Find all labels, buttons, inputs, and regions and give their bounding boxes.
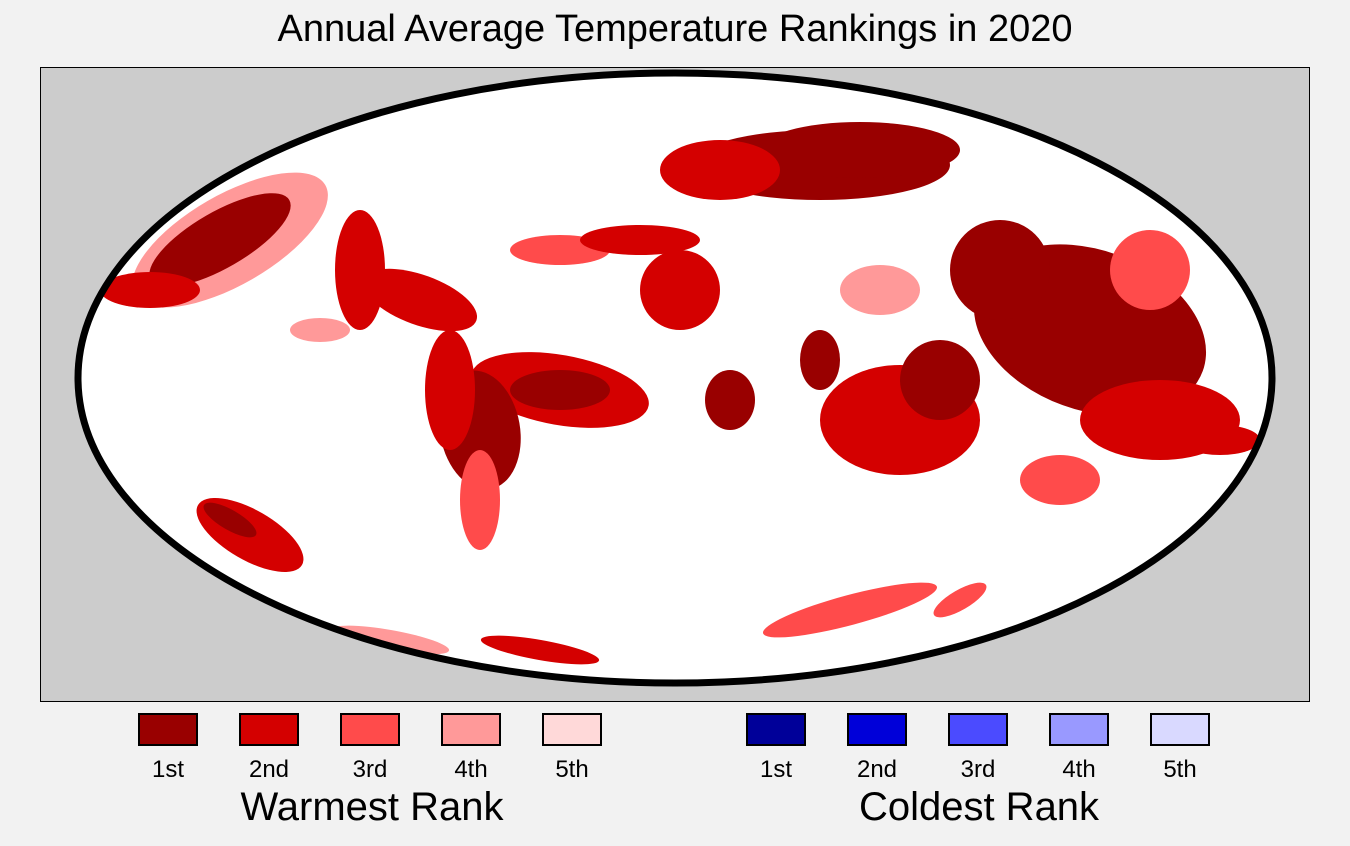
warm-anomaly-region (362, 268, 478, 332)
warm-anomaly-region (660, 140, 780, 200)
coldest-label: 3rd (960, 756, 996, 783)
warmest-swatch-2nd (239, 713, 299, 746)
coldest-label: 5th (1163, 756, 1197, 783)
coldest-swatch-3rd (948, 713, 1008, 746)
warm-anomaly-region (1020, 455, 1100, 505)
warm-anomaly-region (330, 625, 450, 655)
warmest-label: 1st (151, 756, 184, 783)
warm-anomaly-region (100, 272, 200, 308)
warmest-label: 5th (555, 756, 589, 783)
warm-anomaly-region (933, 582, 987, 618)
warmest-swatch-1st (138, 713, 198, 746)
globe-outline (74, 69, 1276, 687)
warm-anomaly-region (1110, 230, 1190, 310)
coldest-swatch-2nd (847, 713, 907, 746)
warm-anomaly-region (640, 250, 720, 330)
warm-anomaly-region (705, 370, 755, 430)
coldest-label: 2nd (856, 756, 898, 783)
warm-anomaly-region (900, 340, 980, 420)
warm-anomaly-region (460, 450, 500, 550)
warm-anomaly-region (203, 502, 257, 538)
warm-anomaly-region (149, 193, 291, 287)
warm-anomaly-region (335, 210, 385, 330)
warm-anomaly-region (950, 220, 1050, 320)
warmest-title: Warmest Rank (240, 785, 504, 829)
warm-anomaly-region (290, 318, 350, 342)
warm-anomaly-region (760, 122, 960, 178)
coldest-title: Coldest Rank (858, 785, 1100, 829)
coldest-swatch-4th (1049, 713, 1109, 746)
warmest-swatch-3rd (340, 713, 400, 746)
warmest-label: 2nd (248, 756, 290, 783)
map-title: Annual Average Temperature Rankings in 2… (277, 8, 1073, 50)
coldest-swatch-1st (746, 713, 806, 746)
warm-anomaly-region (425, 330, 475, 450)
warmest-label: 4th (454, 756, 488, 783)
warm-anomaly-region (1180, 425, 1260, 455)
warm-anomaly-region (840, 265, 920, 315)
warm-anomaly-region (580, 225, 700, 255)
warm-anomaly-region (800, 330, 840, 390)
warmest-label: 3rd (352, 756, 388, 783)
warmest-swatch-4th (441, 713, 501, 746)
warm-anomaly-region (762, 582, 938, 638)
warm-anomaly-region (480, 635, 600, 665)
warm-anomaly-region (510, 370, 610, 410)
coldest-label: 1st (759, 756, 792, 783)
coldest-swatch-5th (1150, 713, 1210, 746)
warmest-swatch-5th (542, 713, 602, 746)
coldest-label: 4th (1062, 756, 1096, 783)
